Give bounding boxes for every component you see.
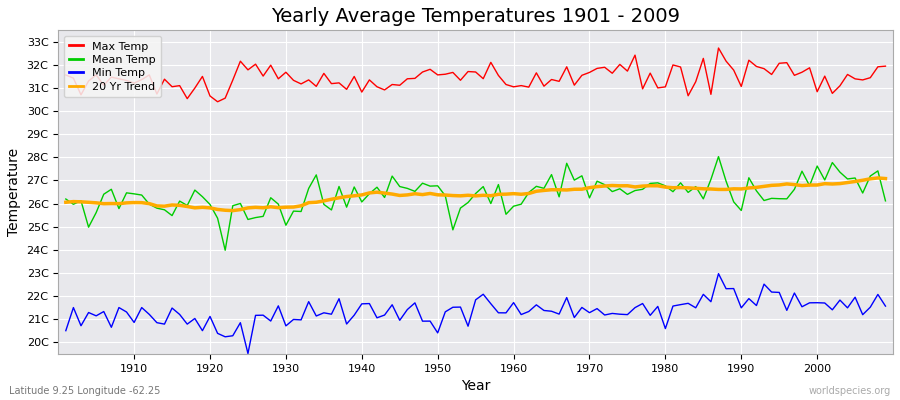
Title: Yearly Average Temperatures 1901 - 2009: Yearly Average Temperatures 1901 - 2009 bbox=[271, 7, 680, 26]
Y-axis label: Temperature: Temperature bbox=[7, 148, 21, 236]
X-axis label: Year: Year bbox=[461, 379, 491, 393]
Text: Latitude 9.25 Longitude -62.25: Latitude 9.25 Longitude -62.25 bbox=[9, 386, 160, 396]
Text: worldspecies.org: worldspecies.org bbox=[809, 386, 891, 396]
Legend: Max Temp, Mean Temp, Min Temp, 20 Yr Trend: Max Temp, Mean Temp, Min Temp, 20 Yr Tre… bbox=[64, 36, 161, 97]
